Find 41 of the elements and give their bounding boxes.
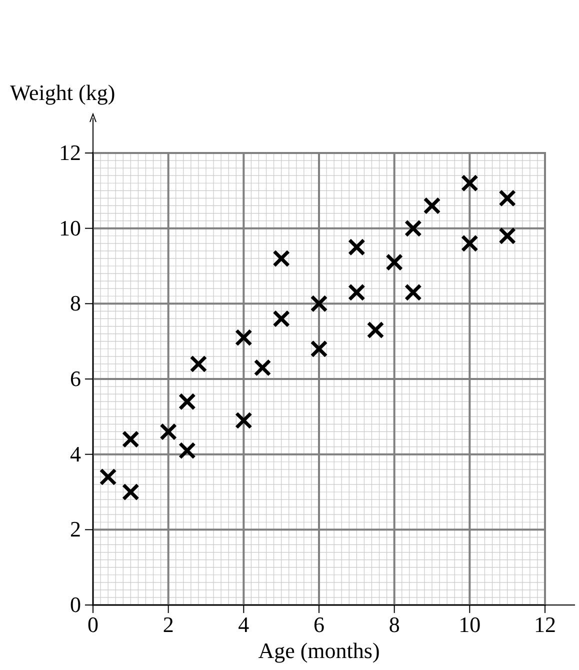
point [498,227,516,245]
y-tick-label: 0 [70,592,81,617]
point [498,189,516,207]
point [460,174,478,192]
y-axis-title: Weight (kg) [10,80,116,105]
x-tick-label: 10 [458,612,481,637]
x-tick-label: 8 [388,612,400,637]
y-tick-label: 4 [70,441,81,466]
point [272,250,290,268]
point [310,340,328,358]
point [272,310,290,328]
point [190,355,208,373]
x-tick-label: 2 [162,612,174,637]
point [234,412,252,430]
point [423,196,441,214]
y-tick-label: 8 [70,290,81,316]
y-tick-label: 12 [59,140,81,165]
point [386,253,404,271]
point [310,294,328,312]
y-tick-label: 6 [70,366,81,391]
point [234,328,252,346]
point [254,358,272,376]
x-tick-label: 0 [88,612,98,637]
point [348,284,366,302]
x-tick-label: 6 [314,612,324,637]
point [460,234,478,252]
point [99,468,117,486]
point [178,392,196,410]
point [366,321,384,339]
x-tick-label: 4 [238,612,250,637]
x-axis-title: Age (months) [258,638,380,663]
y-tick-label: 10 [59,215,81,240]
point [348,238,366,256]
x-tick-label: 12 [534,612,556,637]
point [122,430,140,448]
point [160,422,178,440]
point [178,442,196,460]
point [122,483,140,501]
point [404,284,422,302]
y-tick-label: 2 [70,516,81,542]
point [404,220,422,238]
